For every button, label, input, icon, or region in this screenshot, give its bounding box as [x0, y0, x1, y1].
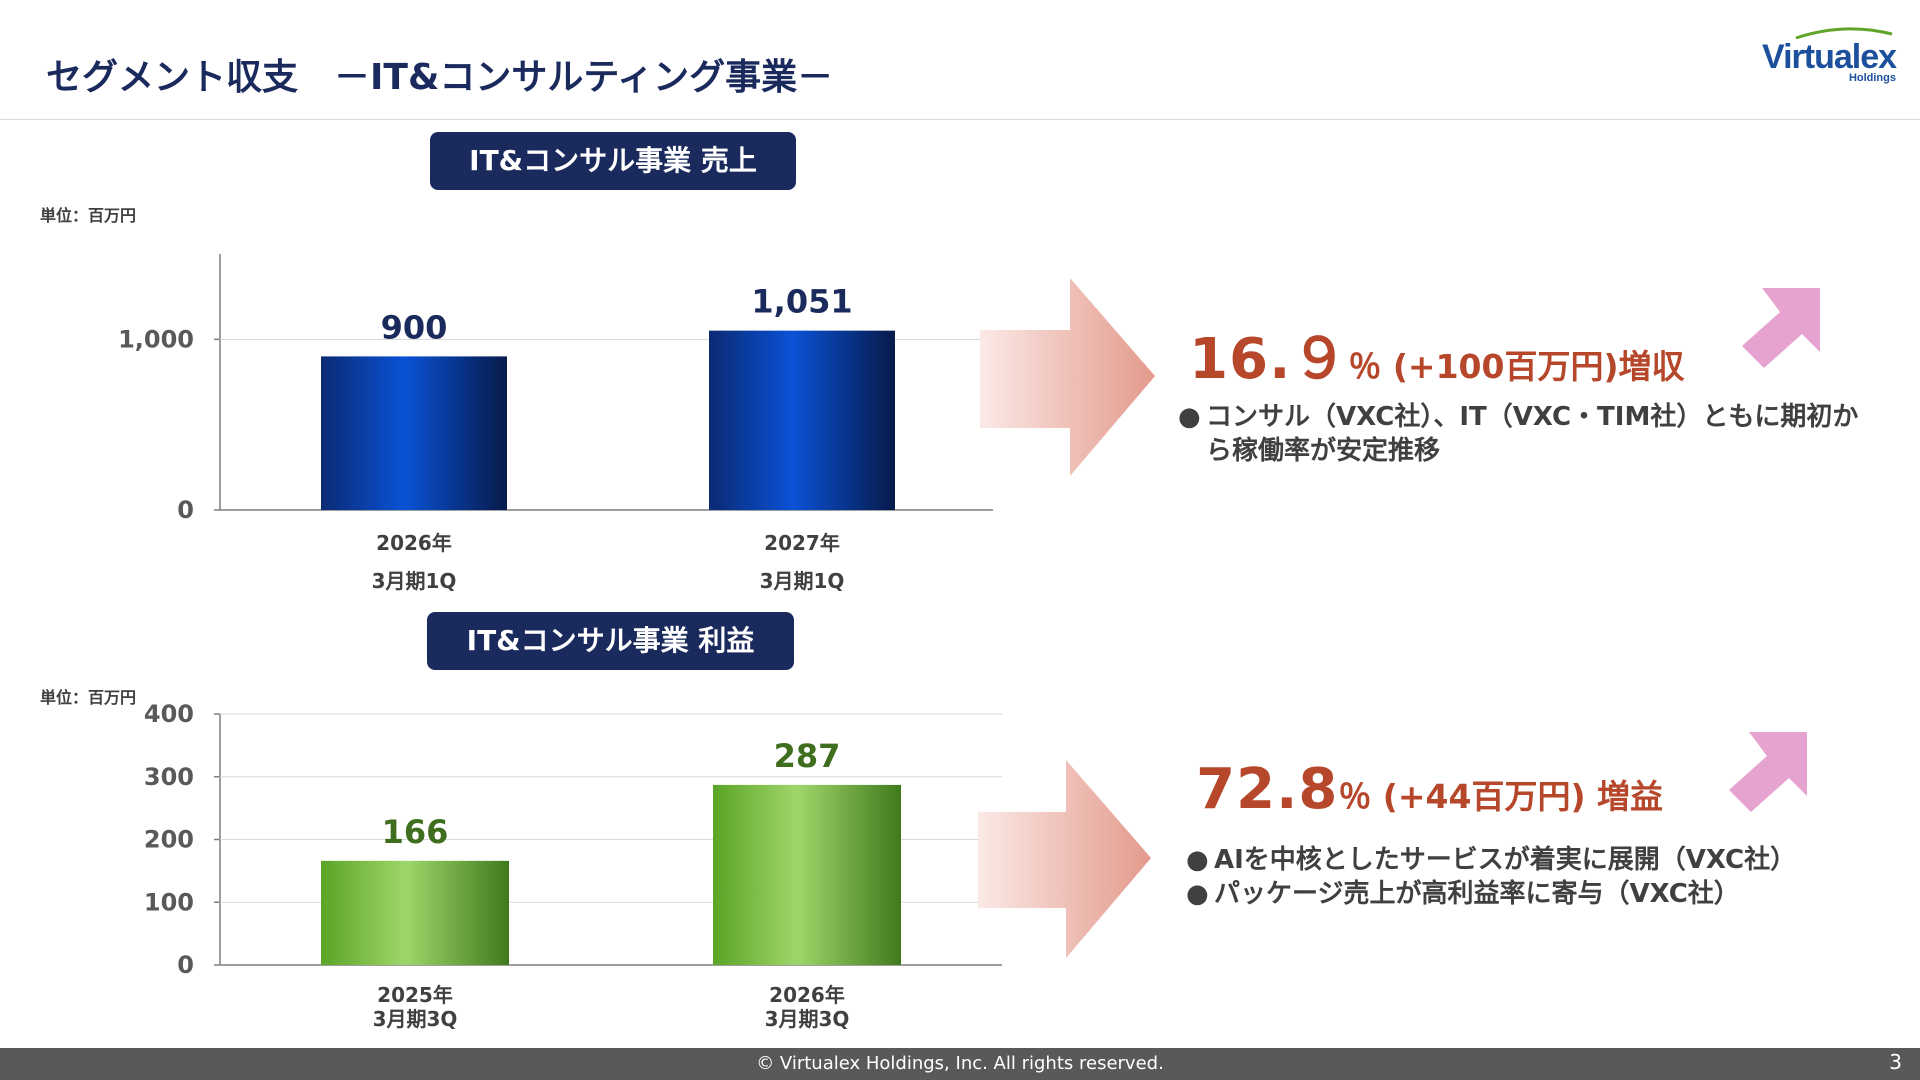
y-tick-label: 0 — [177, 496, 194, 524]
x-tick-label: 2026年 — [769, 983, 845, 1007]
x-tick-label: 3月期3Q — [373, 1007, 458, 1031]
profit-growth-rate: 72.8 — [1196, 757, 1339, 822]
bullet-item: ● AIを中核としたサービスが着実に展開（VXC社） — [1186, 843, 1906, 877]
bar — [321, 860, 509, 965]
logo-subtext: Holdings — [1848, 72, 1896, 84]
data-label: 287 — [774, 737, 841, 775]
bullet-text: コンサル（VXC社）、IT（VXC・TIM社）ともに期初から稼働率が安定推移 — [1206, 402, 1859, 466]
company-logo: Virtualex Holdings — [1750, 27, 1900, 88]
y-tick-label: 100 — [144, 888, 194, 916]
x-tick-label: 2025年 — [377, 983, 453, 1007]
sales-chart: 0 1,000 900 2026年 3月期1Q 1,051 2027年 3月期1Q — [118, 254, 993, 593]
up-arrow-icon — [1742, 288, 1820, 368]
x-tick-label: 3月期3Q — [765, 1007, 850, 1031]
bar — [321, 356, 507, 510]
data-label: 166 — [382, 813, 449, 851]
logo-arc-icon — [1795, 27, 1893, 40]
y-tick-label: 400 — [144, 700, 194, 728]
bar — [709, 330, 895, 510]
profit-unit-label: 単位：百万円 — [40, 688, 137, 707]
sales-arrow-icon — [980, 278, 1155, 476]
profit-section-badge: IT&コンサル事業 利益 — [427, 612, 794, 670]
sales-headline: 16.９％ (+100百万円)増収 — [1178, 295, 1685, 395]
page-number: 3 — [1889, 1050, 1902, 1074]
x-tick-label: 2026年 — [376, 531, 452, 555]
page-title: セグメント収支 －IT&コンサルティング事業－ — [46, 57, 834, 98]
data-label: 900 — [381, 308, 448, 346]
bullet-dot: ● — [1186, 845, 1209, 875]
x-tick-label: 3月期1Q — [760, 569, 845, 593]
copyright-text: © Virtualex Holdings, Inc. All rights re… — [756, 1053, 1164, 1074]
bar — [713, 784, 901, 965]
profit-headline: 72.8％ (+44百万円) 増益 — [1185, 738, 1663, 822]
sales-unit-label: 単位：百万円 — [40, 206, 137, 225]
y-tick-label: 1,000 — [118, 325, 194, 353]
profit-bullets: ● AIを中核としたサービスが着実に展開（VXC社） ● パッケージ売上が高利益… — [1186, 843, 1906, 911]
sales-section-badge: IT&コンサル事業 売上 — [430, 132, 796, 190]
bullet-text: AIを中核としたサービスが着実に展開（VXC社） — [1214, 845, 1797, 875]
data-label: 1,051 — [751, 283, 852, 321]
profit-growth-detail: ％ (+44百万円) 増益 — [1338, 777, 1664, 816]
bullet-item: ● パッケージ売上が高利益率に寄与（VXC社） — [1186, 877, 1906, 911]
profit-arrow-icon — [978, 760, 1151, 958]
y-tick-label: 300 — [144, 763, 194, 791]
sales-growth-rate: 16.９ — [1189, 327, 1349, 392]
x-tick-label: 3月期1Q — [372, 569, 457, 593]
bullet-text: パッケージ売上が高利益率に寄与（VXC社） — [1214, 879, 1740, 909]
x-tick-label: 2027年 — [764, 531, 840, 555]
footer-bar: © Virtualex Holdings, Inc. All rights re… — [0, 1048, 1920, 1080]
sales-bullets: ● コンサル（VXC社）、IT（VXC・TIM社）ともに期初から稼働率が安定推移 — [1178, 400, 1878, 468]
bullet-dot: ● — [1178, 402, 1201, 432]
sales-growth-detail: ％ (+100百万円)増収 — [1348, 347, 1685, 386]
y-tick-label: 0 — [177, 951, 194, 979]
y-tick-label: 200 — [144, 826, 194, 854]
bullet-item: ● コンサル（VXC社）、IT（VXC・TIM社）ともに期初から稼働率が安定推移 — [1178, 400, 1878, 468]
header-divider — [0, 119, 1920, 120]
logo-wordmark: Virtualex — [1762, 38, 1897, 76]
up-arrow-icon — [1729, 732, 1807, 812]
bullet-dot: ● — [1186, 879, 1209, 909]
